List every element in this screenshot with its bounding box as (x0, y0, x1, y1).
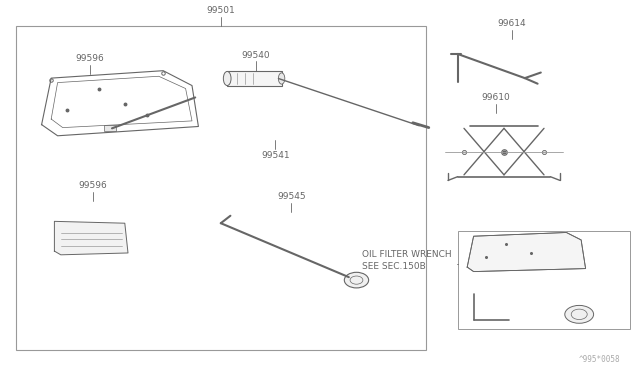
Ellipse shape (344, 272, 369, 288)
Bar (104, 125, 116, 131)
Text: 99614: 99614 (498, 19, 526, 28)
Text: 99596: 99596 (76, 54, 104, 63)
Bar (227, 71, 282, 86)
Text: SEE SEC.150B: SEE SEC.150B (362, 262, 426, 271)
Bar (16, 26, 426, 350)
Text: 99540: 99540 (242, 51, 270, 60)
Text: 99501: 99501 (207, 6, 235, 15)
Text: 99596: 99596 (79, 181, 107, 190)
Text: 99545: 99545 (277, 192, 305, 201)
Ellipse shape (565, 305, 594, 323)
Text: 99541: 99541 (261, 151, 289, 160)
Polygon shape (467, 232, 586, 272)
Text: OIL FILTER WRENCH: OIL FILTER WRENCH (362, 250, 451, 259)
Ellipse shape (278, 73, 285, 84)
Text: 99610: 99610 (482, 93, 510, 102)
Polygon shape (54, 221, 128, 255)
Ellipse shape (223, 71, 231, 86)
Bar (458, 231, 630, 329)
Text: ^995*0058: ^995*0058 (579, 355, 621, 364)
